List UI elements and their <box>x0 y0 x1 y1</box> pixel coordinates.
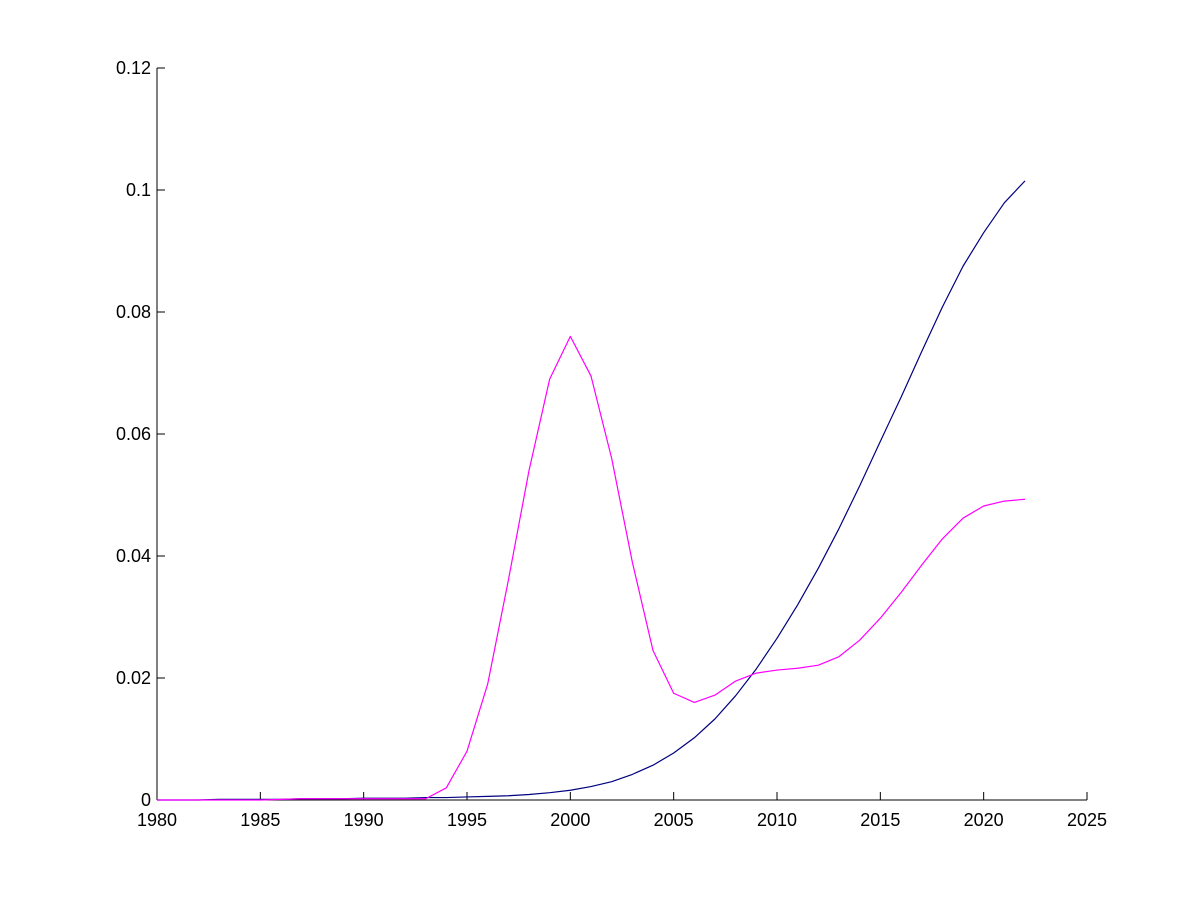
y-tick-label: 0.06 <box>116 424 151 444</box>
y-tick-label: 0.04 <box>116 546 151 566</box>
x-tick-label: 2005 <box>654 810 694 830</box>
series-line-1 <box>157 180 1026 801</box>
series-group <box>157 180 1026 801</box>
x-tick-label: 2025 <box>1067 810 1107 830</box>
y-tick-label: 0.12 <box>116 58 151 78</box>
x-tick-label: 1980 <box>137 810 177 830</box>
x-tick-label: 2000 <box>550 810 590 830</box>
x-tick-label: 2010 <box>757 810 797 830</box>
x-tick-label: 1985 <box>240 810 280 830</box>
y-tick-label: 0.1 <box>126 180 151 200</box>
series-line-2 <box>157 335 1026 801</box>
y-tick-label: 0.08 <box>116 302 151 322</box>
x-tick-label: 1990 <box>344 810 384 830</box>
x-tick-label: 1995 <box>447 810 487 830</box>
y-tick-label: 0.02 <box>116 668 151 688</box>
y-tick-label: 0 <box>141 790 151 810</box>
x-tick-label: 2015 <box>860 810 900 830</box>
axes: 1980 1985 1990 1995 2000 2005 2010 2015 2020 2025… <box>116 58 1107 830</box>
x-tick-label: 2020 <box>964 810 1004 830</box>
